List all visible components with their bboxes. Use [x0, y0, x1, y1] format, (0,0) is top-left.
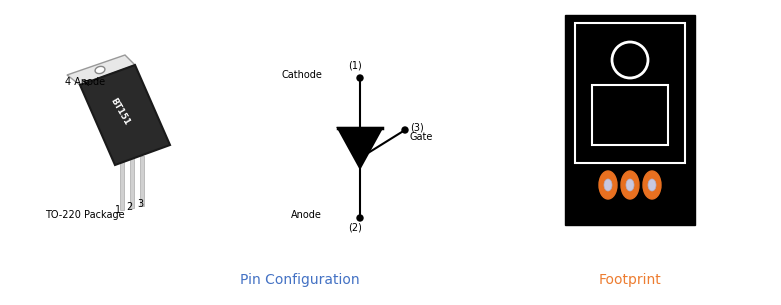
Circle shape	[402, 127, 408, 133]
Text: (2): (2)	[348, 222, 362, 232]
Text: (1): (1)	[348, 60, 362, 70]
Polygon shape	[338, 128, 382, 168]
Text: TO-220 Package: TO-220 Package	[45, 210, 125, 220]
Text: 2: 2	[126, 202, 132, 212]
Ellipse shape	[604, 179, 612, 191]
Text: 3: 3	[137, 199, 143, 209]
Polygon shape	[67, 55, 135, 85]
Polygon shape	[120, 160, 124, 210]
Bar	[592, 85, 668, 145]
Polygon shape	[80, 65, 170, 165]
Text: (3): (3)	[410, 122, 424, 132]
Text: 1: 1	[115, 205, 121, 215]
Ellipse shape	[599, 171, 617, 199]
Text: Anode: Anode	[291, 210, 322, 220]
Ellipse shape	[643, 171, 661, 199]
Text: Footprint: Footprint	[598, 273, 662, 287]
Circle shape	[357, 75, 363, 81]
Text: 4 Anode: 4 Anode	[65, 77, 105, 87]
Text: Cathode: Cathode	[281, 70, 322, 80]
Polygon shape	[140, 156, 144, 206]
Ellipse shape	[648, 179, 656, 191]
Ellipse shape	[626, 179, 634, 191]
Text: Gate: Gate	[410, 132, 433, 142]
Text: Pin Configuration: Pin Configuration	[241, 273, 360, 287]
Circle shape	[357, 215, 363, 221]
Ellipse shape	[95, 66, 105, 74]
Bar	[575, 23, 685, 163]
Text: BT151: BT151	[109, 97, 131, 127]
Polygon shape	[130, 158, 134, 208]
Bar	[565, 15, 695, 225]
Ellipse shape	[621, 171, 639, 199]
